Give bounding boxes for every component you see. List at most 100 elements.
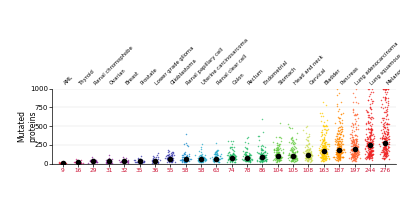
Point	[263, 159, 270, 162]
Point	[350, 143, 356, 146]
Point	[290, 156, 296, 159]
Point	[382, 152, 388, 155]
Point	[277, 156, 283, 159]
Point	[384, 117, 391, 120]
Point	[277, 156, 283, 159]
Point	[274, 144, 280, 147]
Point	[275, 149, 282, 152]
Point	[335, 148, 342, 151]
Point	[290, 143, 297, 146]
Point	[136, 159, 143, 163]
Point	[163, 154, 170, 157]
Point	[368, 126, 375, 129]
Point	[366, 143, 372, 146]
Point	[303, 149, 309, 152]
Point	[308, 152, 314, 155]
Point	[150, 154, 156, 157]
Point	[334, 153, 340, 156]
Point	[352, 147, 359, 151]
Point	[383, 147, 389, 150]
Point	[381, 131, 387, 135]
Point	[366, 122, 372, 125]
Point	[228, 155, 235, 158]
Point	[378, 98, 384, 101]
Point	[305, 152, 311, 155]
Point	[367, 151, 373, 154]
Point	[290, 157, 296, 160]
Point	[121, 161, 127, 164]
Point	[301, 152, 307, 155]
Point	[352, 144, 358, 148]
Point	[385, 131, 391, 134]
Point	[92, 158, 99, 161]
Point	[287, 148, 294, 151]
Point	[384, 133, 390, 136]
Point	[198, 148, 204, 151]
Point	[170, 157, 176, 160]
Point	[227, 160, 233, 163]
Point	[381, 150, 388, 153]
Point	[340, 155, 346, 158]
Point	[259, 152, 266, 155]
Point	[120, 161, 126, 164]
Point	[380, 95, 386, 98]
Point	[61, 162, 67, 165]
Point	[60, 162, 67, 165]
Point	[292, 158, 299, 161]
Point	[351, 154, 357, 157]
Point	[274, 153, 281, 156]
Point	[198, 158, 204, 162]
Point	[379, 137, 386, 140]
Point	[367, 153, 374, 156]
Point	[320, 151, 326, 154]
Point	[353, 113, 360, 116]
Point	[334, 148, 340, 151]
Point	[366, 151, 373, 154]
Point	[334, 148, 340, 151]
Point	[321, 153, 327, 157]
Point	[320, 155, 326, 158]
Point	[90, 160, 97, 164]
Point	[381, 136, 388, 139]
Point	[320, 159, 326, 162]
Point	[229, 154, 236, 157]
Point	[258, 159, 264, 162]
Point	[243, 157, 250, 161]
Point	[335, 155, 341, 158]
Point	[320, 158, 326, 161]
Point	[339, 125, 345, 128]
Point	[304, 152, 310, 155]
Point	[320, 156, 326, 159]
Point	[380, 146, 386, 149]
Point	[290, 155, 296, 158]
Point	[213, 159, 219, 162]
Point	[383, 142, 389, 145]
Point	[355, 144, 361, 148]
Point	[318, 158, 325, 162]
Point	[293, 155, 299, 158]
Point	[352, 151, 358, 154]
Point	[257, 149, 264, 152]
Point	[337, 149, 344, 152]
Point	[262, 154, 268, 157]
Point	[182, 157, 188, 161]
Point	[180, 154, 186, 157]
Point	[198, 157, 204, 160]
Point	[303, 158, 310, 161]
Point	[258, 157, 264, 160]
Point	[243, 154, 249, 157]
Point	[121, 159, 127, 162]
Point	[258, 153, 264, 156]
Point	[182, 157, 189, 160]
Point	[243, 156, 249, 159]
Point	[382, 148, 388, 151]
Point	[321, 156, 327, 159]
Point	[385, 148, 391, 151]
Point	[228, 159, 234, 162]
Point	[257, 152, 263, 156]
Point	[307, 150, 313, 153]
Point	[153, 160, 159, 163]
Point	[184, 154, 190, 157]
Point	[59, 162, 65, 165]
Point	[336, 152, 342, 155]
